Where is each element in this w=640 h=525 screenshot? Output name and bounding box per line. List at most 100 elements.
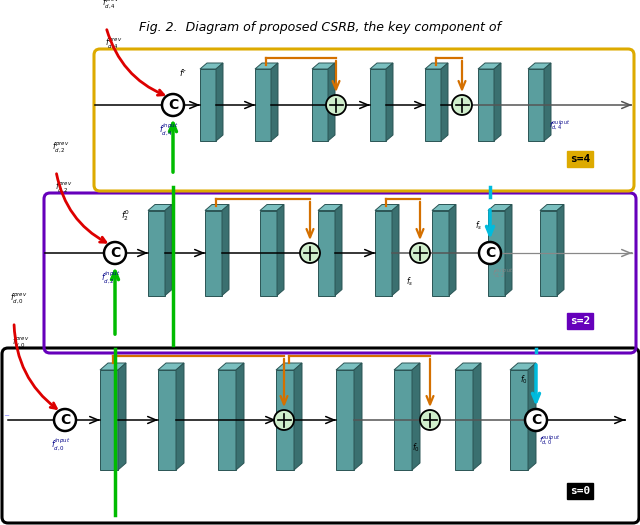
Text: $f_s$: $f_s$ <box>406 275 413 288</box>
Circle shape <box>54 409 76 431</box>
Text: $f_{d,4}^{prev}$: $f_{d,4}^{prev}$ <box>105 36 122 51</box>
Text: $f_{d,2}^{input}$: $f_{d,2}^{input}$ <box>101 269 121 285</box>
Polygon shape <box>176 363 184 470</box>
Polygon shape <box>276 370 294 470</box>
Text: $f_{d,4}^{output}$: $f_{d,4}^{output}$ <box>549 119 570 132</box>
Polygon shape <box>394 363 420 370</box>
Polygon shape <box>375 205 399 211</box>
Polygon shape <box>335 205 342 296</box>
Text: $f_{d,4}^{prev}$: $f_{d,4}^{prev}$ <box>102 0 120 11</box>
Polygon shape <box>354 363 362 470</box>
Text: $f_{d,0}^{input}$: $f_{d,0}^{input}$ <box>51 436 70 452</box>
Polygon shape <box>473 363 481 470</box>
Polygon shape <box>544 63 551 141</box>
Text: $f_{d,0}^{prev}$: $f_{d,0}^{prev}$ <box>10 291 28 306</box>
Text: $f_s$: $f_s$ <box>475 219 482 232</box>
Polygon shape <box>218 370 236 470</box>
Polygon shape <box>100 363 126 370</box>
Polygon shape <box>510 370 528 470</box>
Text: $f_2^0$: $f_2^0$ <box>121 208 130 223</box>
Polygon shape <box>386 63 393 141</box>
Text: C: C <box>168 98 178 112</box>
Polygon shape <box>200 69 216 141</box>
Polygon shape <box>494 63 501 141</box>
Polygon shape <box>328 63 335 141</box>
Polygon shape <box>425 69 441 141</box>
Polygon shape <box>205 205 229 211</box>
Polygon shape <box>312 63 335 69</box>
Polygon shape <box>222 205 229 296</box>
Circle shape <box>326 95 346 115</box>
Polygon shape <box>158 363 184 370</box>
Text: $f_{d,2}^{prev}$: $f_{d,2}^{prev}$ <box>52 140 70 155</box>
Circle shape <box>420 410 440 430</box>
Polygon shape <box>100 370 118 470</box>
Polygon shape <box>271 63 278 141</box>
Polygon shape <box>455 363 481 370</box>
Circle shape <box>300 243 320 263</box>
Text: s=2: s=2 <box>570 316 590 326</box>
Polygon shape <box>318 205 342 211</box>
Polygon shape <box>488 211 505 296</box>
Polygon shape <box>540 211 557 296</box>
Polygon shape <box>236 363 244 470</box>
Polygon shape <box>478 69 494 141</box>
Polygon shape <box>312 69 328 141</box>
Polygon shape <box>510 363 536 370</box>
Polygon shape <box>412 363 420 470</box>
Polygon shape <box>370 63 393 69</box>
Polygon shape <box>294 363 302 470</box>
Polygon shape <box>276 363 302 370</box>
Polygon shape <box>540 205 564 211</box>
Polygon shape <box>277 205 284 296</box>
Circle shape <box>104 242 126 264</box>
Polygon shape <box>392 205 399 296</box>
Circle shape <box>479 242 501 264</box>
Polygon shape <box>370 69 386 141</box>
Circle shape <box>525 409 547 431</box>
Text: $f_{d,0}^{output}$: $f_{d,0}^{output}$ <box>539 434 560 447</box>
Polygon shape <box>528 69 544 141</box>
Polygon shape <box>488 205 512 211</box>
Polygon shape <box>218 363 244 370</box>
Polygon shape <box>449 205 456 296</box>
Polygon shape <box>375 211 392 296</box>
Polygon shape <box>255 69 271 141</box>
Polygon shape <box>425 63 448 69</box>
Text: $f_{d,0}^{prev}$: $f_{d,0}^{prev}$ <box>12 335 29 350</box>
Text: C: C <box>60 413 70 427</box>
Polygon shape <box>455 370 473 470</box>
Circle shape <box>274 410 294 430</box>
Polygon shape <box>528 63 551 69</box>
Polygon shape <box>148 205 172 211</box>
Text: ─: ─ <box>4 413 8 419</box>
Polygon shape <box>432 205 456 211</box>
Polygon shape <box>336 370 354 470</box>
Text: Fig. 2.  Diagram of proposed CSRB, the key component of: Fig. 2. Diagram of proposed CSRB, the ke… <box>139 20 501 34</box>
Circle shape <box>452 95 472 115</box>
Circle shape <box>162 94 184 116</box>
Text: $f_{d,2}^{output}$: $f_{d,2}^{output}$ <box>492 267 513 280</box>
Circle shape <box>410 243 430 263</box>
Polygon shape <box>118 363 126 470</box>
Polygon shape <box>200 63 223 69</box>
Text: $f_0$: $f_0$ <box>520 374 528 386</box>
Polygon shape <box>148 211 165 296</box>
Polygon shape <box>557 205 564 296</box>
Text: s=0: s=0 <box>570 486 590 496</box>
Text: $f_{d,4}^{input}$: $f_{d,4}^{input}$ <box>159 121 179 137</box>
Text: C: C <box>485 246 495 260</box>
Text: C: C <box>531 413 541 427</box>
Polygon shape <box>441 63 448 141</box>
Polygon shape <box>478 63 501 69</box>
Text: C: C <box>110 246 120 260</box>
Text: $f_0$: $f_0$ <box>412 442 420 455</box>
Polygon shape <box>205 211 222 296</box>
Polygon shape <box>336 363 362 370</box>
Text: $f^r$: $f^r$ <box>179 67 188 79</box>
Text: s=4: s=4 <box>570 154 590 164</box>
Polygon shape <box>260 211 277 296</box>
Text: $f_{d,2}^{prev}$: $f_{d,2}^{prev}$ <box>55 180 72 195</box>
Polygon shape <box>394 370 412 470</box>
Polygon shape <box>216 63 223 141</box>
